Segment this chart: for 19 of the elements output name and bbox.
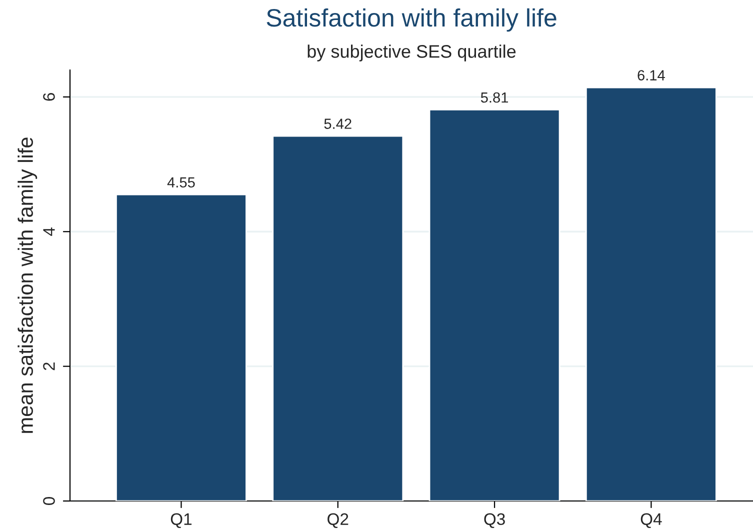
x-tick-label: Q2 xyxy=(328,513,348,528)
bar xyxy=(272,135,404,501)
y-axis-title: mean satisfaction with family life xyxy=(18,138,38,433)
data-label: 4.55 xyxy=(167,177,195,188)
bar xyxy=(585,86,717,501)
bar xyxy=(428,109,560,501)
x-tick-label: Q3 xyxy=(484,513,505,528)
y-tick-label: 0 xyxy=(43,497,55,505)
chart-title: Satisfaction with family life xyxy=(266,8,556,32)
y-tick-label: 4 xyxy=(43,227,55,236)
data-label: 6.14 xyxy=(638,70,665,80)
chart-subtitle: by subjective SES quartile xyxy=(308,44,516,62)
x-tick-label: Q4 xyxy=(640,513,662,528)
y-tick-label: 6 xyxy=(43,93,55,101)
y-tick-label: 2 xyxy=(43,362,55,370)
bar xyxy=(116,194,247,501)
x-tick-label: Q1 xyxy=(170,513,192,528)
data-label: 5.42 xyxy=(324,118,352,129)
data-label: 5.81 xyxy=(480,92,508,103)
